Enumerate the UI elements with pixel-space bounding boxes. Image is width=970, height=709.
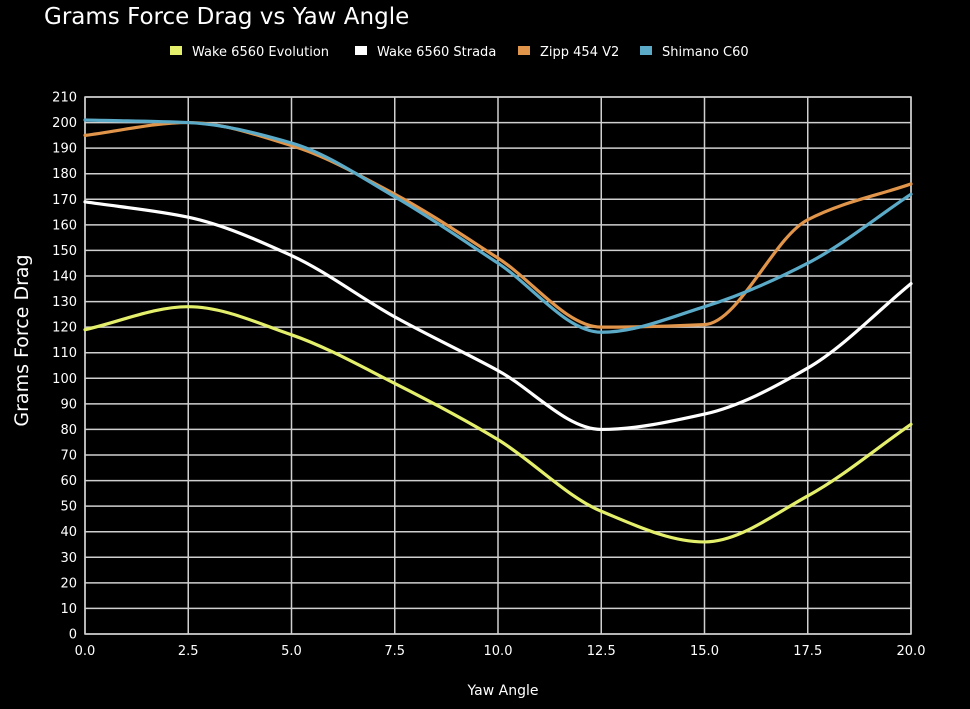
y-tick-label: 160 <box>52 218 77 233</box>
y-axis-label: Grams Force Drag <box>11 254 33 426</box>
grid <box>84 96 912 635</box>
y-tick-label: 210 <box>52 91 77 106</box>
x-tick-label: 17.5 <box>793 644 822 659</box>
legend-label-wake-6560-evolution: Wake 6560 Evolution <box>192 45 329 60</box>
x-axis-label: Yaw Angle <box>467 683 539 699</box>
y-tick-label: 140 <box>52 270 77 285</box>
chart-title: Grams Force Drag vs Yaw Angle <box>44 4 410 30</box>
series-line-shimano-c60 <box>83 118 913 334</box>
legend-swatch-shimano-c60 <box>640 46 652 55</box>
y-tick-label: 130 <box>52 295 77 310</box>
y-tick-label: 190 <box>52 142 77 157</box>
y-tick-label: 100 <box>52 372 77 387</box>
y-tick-label: 20 <box>60 576 77 591</box>
y-tick-label: 200 <box>52 116 77 131</box>
legend: Wake 6560 Evolution Wake 6560 Strada Zipp … <box>170 45 749 60</box>
y-tick-label: 80 <box>60 423 77 438</box>
legend-swatch-zipp-454-v2 <box>518 46 530 55</box>
x-tick-label: 20.0 <box>897 644 926 659</box>
series-line-wake-6560-evolution <box>83 305 913 544</box>
y-tick-label: 180 <box>52 167 77 182</box>
y-tick-label: 70 <box>60 449 77 464</box>
y-tick-label: 170 <box>52 193 77 208</box>
x-tick-label: 15.0 <box>690 644 719 659</box>
x-tick-label: 7.5 <box>384 644 405 659</box>
x-tick-label: 2.5 <box>178 644 199 659</box>
y-tick-label: 60 <box>60 474 77 489</box>
y-tick-label: 110 <box>52 346 77 361</box>
legend-swatch-wake-6560-strada <box>355 46 367 55</box>
y-tick-label: 150 <box>52 244 77 259</box>
y-tick-label: 30 <box>60 551 77 566</box>
x-tick-label: 5.0 <box>281 644 302 659</box>
x-tick-label: 10.0 <box>484 644 513 659</box>
y-tick-label: 0 <box>69 628 77 643</box>
y-tick-label: 90 <box>60 397 77 412</box>
y-tick-label: 120 <box>52 321 77 336</box>
y-tick-label: 50 <box>60 500 77 515</box>
axes: 0 10 20 30 40 50 60 70 80 90 100 110 120 130 140 150 160… <box>11 91 925 700</box>
legend-label-wake-6560-strada: Wake 6560 Strada <box>377 45 496 60</box>
series-line-wake-6560-strada <box>83 200 913 432</box>
x-tick-label: 0.0 <box>75 644 96 659</box>
legend-label-shimano-c60: Shimano C60 <box>662 45 749 60</box>
y-tick-label: 10 <box>60 602 77 617</box>
x-tick-label: 12.5 <box>587 644 616 659</box>
y-tick-label: 40 <box>60 525 77 540</box>
legend-swatch-wake-6560-evolution <box>170 46 182 55</box>
legend-label-zipp-454-v2: Zipp 454 V2 <box>540 45 619 60</box>
series-layer <box>83 118 913 544</box>
